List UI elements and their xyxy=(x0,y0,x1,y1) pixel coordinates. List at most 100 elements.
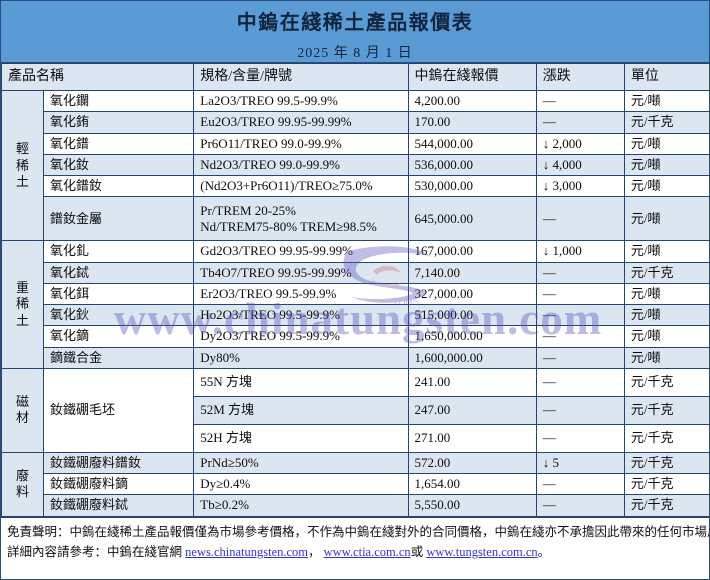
product-spec: (Nd2O3+Pr6O11)/TREO≥75.0% xyxy=(193,174,409,198)
product-change: — xyxy=(535,395,625,425)
table-row: 輕 稀 土 氧化鑭 La2O3/TREO 99.5-99.9% 4,200.00… xyxy=(1,89,709,242)
product-name: 鐠釹金屬 xyxy=(43,196,195,242)
product-unit: 元/千克 xyxy=(623,423,709,453)
product-price: 167,000.00 xyxy=(407,240,537,263)
product-unit: 元/千克 xyxy=(623,261,709,284)
table-row: 釹鐵硼廢料鋱 Tb≥0.2% 5,550.00 — 元/千克 xyxy=(2,494,709,517)
product-unit: 元/噸 xyxy=(623,153,709,177)
product-spec: 55N 方塊 xyxy=(193,367,409,397)
table-row: 磁 材 釹鐵硼毛坯 55N 方塊 241.00 — 元/千克 xyxy=(1,367,709,453)
category-char: 輕 xyxy=(16,141,30,157)
product-name: 氧化鐠 xyxy=(43,132,195,155)
product-unit: 元/噸 xyxy=(623,196,709,242)
col-header-product: 產品名稱 xyxy=(1,63,195,91)
product-spec: Pr/TREM 20-25% Nd/TREM75-80% TREM≥98.5% xyxy=(193,196,409,242)
product-unit: 元/千克 xyxy=(623,111,709,134)
product-price: 572.00 xyxy=(407,451,537,475)
product-spec: Nd2O3/TREO 99.0-99.9% xyxy=(193,153,409,177)
product-unit: 元/千克 xyxy=(623,367,709,397)
product-price: 4,200.00 xyxy=(407,89,537,113)
product-change: ↓ 4,000 xyxy=(535,153,625,177)
product-unit: 元/噸 xyxy=(623,346,709,369)
product-unit: 元/噸 xyxy=(623,174,709,198)
table-row: 氧化鐠 Pr6O11/TREO 99.0-99.9% 544,000.00 ↓ … xyxy=(2,132,709,155)
product-change: ↓ 2,000 xyxy=(535,132,625,155)
product-change: ↓ 1,000 xyxy=(535,240,625,263)
category-char: 重 xyxy=(16,280,30,296)
product-change: — xyxy=(535,346,625,369)
product-name: 釹鐵硼廢料鋱 xyxy=(43,494,195,517)
product-spec: Dy2O3/TREO 99.5-99.9% xyxy=(193,325,409,348)
category-char: 土 xyxy=(16,173,30,189)
product-spec: Dy80% xyxy=(193,346,409,369)
spec-line: Pr/TREM 20-25% xyxy=(200,202,296,218)
product-name: 氧化鑭 xyxy=(43,89,195,113)
product-spec: Er2O3/TREO 99.5-99.9% xyxy=(193,282,409,306)
product-spec: Tb≥0.2% xyxy=(193,494,409,517)
product-spec: PrNd≥50% xyxy=(193,451,409,475)
product-spec: La2O3/TREO 99.5-99.9% xyxy=(193,89,409,113)
disclaimer-line-2: 詳細內容請參考：中鎢在綫官網 news.chinatungsten.com， w… xyxy=(7,542,703,563)
product-price: 7,140.00 xyxy=(407,261,537,284)
product-name: 氧化鋱 xyxy=(43,261,195,284)
product-price: 515,000.00 xyxy=(407,303,537,327)
product-price: 247.00 xyxy=(407,395,537,425)
table-row: 重 稀 土 氧化釓 Gd2O3/TREO 99.95-99.99% 167,00… xyxy=(1,240,709,369)
product-change: — xyxy=(535,111,625,134)
disclaimer-footer: 免責聲明：中鎢在綫稀土產品報價僅為市場參考價格，不作為中鎢在綫對外的合同價格，中… xyxy=(1,516,710,565)
product-name: 氧化銪 xyxy=(43,111,195,134)
table-row: 氧化釹 Nd2O3/TREO 99.0-99.9% 536,000.00 ↓ 4… xyxy=(2,153,709,177)
table-body: 輕 稀 土 氧化鑭 La2O3/TREO 99.5-99.9% 4,200.00… xyxy=(1,89,709,517)
product-price: 1,600,000.00 xyxy=(407,346,537,369)
category-cell-scrap-material: 廢 料 xyxy=(1,451,45,517)
product-change: — xyxy=(535,325,625,348)
product-unit: 元/噸 xyxy=(623,282,709,306)
product-price: 530,000.00 xyxy=(407,174,537,198)
product-unit: 元/噸 xyxy=(623,325,709,348)
product-unit: 元/噸 xyxy=(623,303,709,327)
product-unit: 元/千克 xyxy=(623,395,709,425)
page-title: 中鎢在綫稀土產品報價表 xyxy=(236,12,474,34)
product-name: 氧化鐠釹 xyxy=(43,174,195,198)
table-row: 氧化銪 Eu2O3/TREO 99.95-99.99% 170.00 — 元/千… xyxy=(2,111,709,134)
product-change: — xyxy=(535,494,625,517)
link-ctia[interactable]: www.ctia.com.cn xyxy=(323,545,411,560)
product-spec: 52H 方塊 xyxy=(193,423,409,453)
link-news-chinatungsten[interactable]: news.chinatungsten.com xyxy=(185,545,309,560)
category-char: 材 xyxy=(16,410,30,426)
table-row: 氧化鐠釹 (Nd2O3+Pr6O11)/TREO≥75.0% 530,000.0… xyxy=(2,174,709,198)
table-row: 鐠釹金屬 Pr/TREM 20-25% Nd/TREM75-80% TREM≥9… xyxy=(2,196,709,242)
table-row: 釹鐵硼廢料鏑 Dy≥0.4% 1,654.00 — 元/千克 xyxy=(2,472,709,496)
col-header-unit: 單位 xyxy=(623,63,709,91)
table-row: 52H 方塊 271.00 — 元/千克 xyxy=(2,423,709,453)
product-name: 氧化釹 xyxy=(43,153,195,177)
product-change: — xyxy=(535,423,625,453)
product-spec: Eu2O3/TREO 99.95-99.99% xyxy=(193,111,409,134)
product-price: 645,000.00 xyxy=(407,196,537,242)
product-change: — xyxy=(535,261,625,284)
product-name: 氧化釓 xyxy=(43,240,195,263)
product-name: 氧化鏑 xyxy=(43,325,195,348)
product-change: — xyxy=(535,196,625,242)
table-header-row: 產品名稱 規格/含量/牌號 中鎢在綫報價 漲跌 單位 xyxy=(1,63,709,91)
spec-line: Nd/TREM75-80% TREM≥98.5% xyxy=(200,218,377,234)
table-row: 廢 料 釹鐵硼廢料鐠釹 PrNd≥50% 572.00 ↓ 5 元/千克 xyxy=(1,451,709,517)
disclaimer-line-1: 免責聲明：中鎢在綫稀土產品報價僅為市場參考價格，不作為中鎢在綫對外的合同價格，中… xyxy=(7,524,710,539)
product-price: 170.00 xyxy=(407,111,537,134)
product-unit: 元/千克 xyxy=(623,494,709,517)
product-name: 氧化鈥 xyxy=(43,303,195,327)
col-header-spec: 規格/含量/牌號 xyxy=(193,63,409,91)
product-name: 釹鐵硼廢料鏑 xyxy=(43,472,195,496)
col-header-price: 中鎢在綫報價 xyxy=(407,63,537,91)
disclaimer-line-2-prefix: 詳細內容請參考：中鎢在綫官網 xyxy=(7,545,183,560)
table-row: 氧化鏑 Dy2O3/TREO 99.5-99.9% 1,650,000.00 —… xyxy=(2,325,709,348)
product-name: 鏑鐵合金 xyxy=(43,346,195,369)
category-char: 稀 xyxy=(16,296,30,312)
product-spec: Ho2O3/TREO 99.5-99.9% xyxy=(193,303,409,327)
product-name: 氧化鉺 xyxy=(43,282,195,306)
link-tungsten[interactable]: www.tungsten.com.cn xyxy=(426,545,538,560)
category-cell-light-rare-earth: 輕 稀 土 xyxy=(1,89,45,242)
product-price: 536,000.00 xyxy=(407,153,537,177)
page-banner: 中鎢在綫稀土產品報價表 2025 年 8 月 1 日 xyxy=(1,1,709,63)
